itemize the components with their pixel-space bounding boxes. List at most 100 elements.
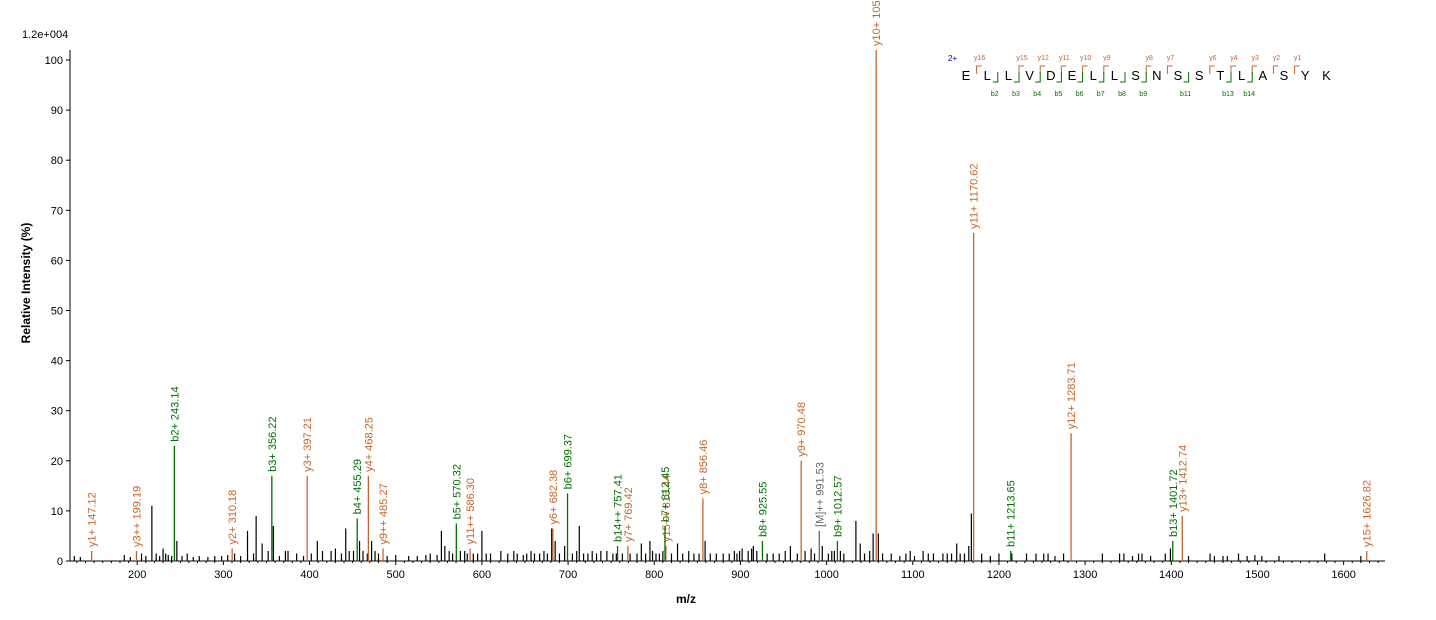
y-ion-label: y1	[1294, 55, 1302, 62]
peak-label: y9+ 970.48	[796, 402, 808, 457]
peak-label: y15+ 1626.82	[1362, 480, 1374, 547]
peak-label: y15++ 813.44	[661, 475, 673, 542]
y-tick-label: 90	[51, 105, 63, 117]
intensity-scale-label: 1.2e+004	[22, 29, 68, 41]
peak-label: y10+ 1057.53	[871, 0, 883, 46]
b-ion-label: b11	[1180, 91, 1191, 98]
y-ion-bracket	[976, 65, 982, 74]
x-tick-label: 1000	[814, 569, 838, 581]
peak-label: b8+ 925.55	[757, 482, 769, 537]
y-tick-label: 0	[57, 556, 63, 568]
peak-label: y3+ 397.21	[302, 417, 314, 472]
sequence-residue: N	[1152, 68, 1161, 83]
y-ion-bracket	[1230, 65, 1236, 74]
y-ion-label: y7	[1167, 55, 1175, 62]
peak-label: y6+ 682.38	[548, 470, 560, 525]
x-tick-label: 700	[559, 569, 577, 581]
sequence-residue: A	[1258, 68, 1267, 83]
y-ion-bracket	[1166, 65, 1173, 74]
b-ion-bracket	[1120, 72, 1126, 83]
b-ion-label: b8	[1118, 91, 1126, 98]
y-ion-label: y2	[1273, 55, 1281, 62]
x-tick-label: 1100	[901, 569, 925, 581]
y-ion-label: y4	[1230, 55, 1238, 62]
b-ion-label: b9	[1139, 91, 1147, 98]
x-tick-label: 500	[387, 569, 405, 581]
y-ion-label: y16	[974, 55, 985, 62]
sequence-residue: K	[1322, 68, 1331, 83]
peak-label: b4+ 455.29	[352, 459, 364, 514]
x-tick-label: 1600	[1331, 569, 1355, 581]
x-axis-ticks: 200 300 400 500 600 700 800 900 1000 1100 1200 1300…	[76, 561, 1379, 581]
peak-label: y1+ 147.12	[87, 492, 99, 547]
peak-label: b6+ 699.37	[563, 434, 575, 489]
sequence-residue: D	[1046, 68, 1055, 83]
peak-label: y9++ 485.27	[378, 483, 390, 544]
y-ion-bracket	[1082, 65, 1088, 74]
x-tick-label: 1300	[1073, 569, 1097, 581]
b-ion-label: b4	[1033, 91, 1041, 98]
sequence-residue: L	[1090, 68, 1097, 83]
peak-label: b9+ 1012.57	[832, 475, 844, 536]
y-tick-label: 60	[51, 255, 63, 267]
peak-label: y2+ 310.18	[227, 490, 239, 545]
sequence-residue: E	[962, 68, 971, 83]
peak-label: b14++ 757.41	[613, 474, 625, 542]
y-ion-label: y6	[1209, 55, 1217, 62]
x-tick-label: 300	[214, 569, 232, 581]
b-ion-bracket	[992, 72, 999, 83]
peak-label: b5+ 570.32	[451, 464, 463, 519]
sequence-residue: L	[1005, 68, 1012, 83]
b-ion-label: b14	[1243, 91, 1255, 98]
peak-label: b7+ 812.45	[660, 467, 672, 522]
b-ion-bracket	[1077, 72, 1084, 83]
b-ion-label: b6	[1076, 91, 1084, 98]
y-ion-bracket	[1294, 65, 1300, 74]
b-ion-bracket	[1056, 72, 1062, 83]
unannotated-peaks	[73, 505, 1362, 561]
peak-label: y7+ 769.42	[623, 487, 635, 542]
y-ion-bracket	[1272, 65, 1279, 74]
x-tick-label: 1400	[1159, 569, 1183, 581]
y-ion-label: y9	[1103, 55, 1111, 62]
sequence-residue: V	[1025, 68, 1034, 83]
x-tick-label: 600	[473, 569, 491, 581]
sequence-residue: S	[1280, 68, 1289, 83]
b-ion-label: b7	[1097, 91, 1105, 98]
x-tick-label: 1500	[1245, 569, 1269, 581]
b-ion-label: b3	[1012, 91, 1020, 98]
peak-label: b3+ 356.22	[267, 416, 279, 471]
b-ion-label: b2	[991, 91, 999, 98]
x-tick-label: 1200	[987, 569, 1011, 581]
annotated-peaks: y1+ 147.12 y3++ 199.19 b2+ 243.14 y2+ 310.1…	[87, 0, 1374, 561]
sequence-residue: L	[1238, 68, 1245, 83]
peak-label: b2+ 243.14	[169, 386, 181, 441]
peak-label: b11+ 1213.65	[1006, 480, 1018, 547]
sequence-residue: E	[1068, 68, 1077, 83]
y-tick-label: 10	[51, 506, 63, 518]
y-ion-label: y15	[1016, 55, 1027, 62]
y-ion-bracket	[1103, 65, 1109, 74]
peak-label: y8+ 856.46	[698, 440, 710, 495]
sequence-residue: S	[1174, 68, 1183, 83]
b-ion-bracket	[1014, 72, 1020, 83]
sequence-residue: S	[1195, 68, 1204, 83]
b-ion-bracket	[1226, 72, 1232, 83]
peak-label: y3++ 199.19	[132, 486, 144, 547]
y-axis-title: Relative Intensity (%)	[19, 223, 33, 344]
b-ion-bracket	[1247, 72, 1253, 83]
peak-label: y13+ 1412.74	[1177, 445, 1189, 512]
y-tick-label: 80	[51, 155, 63, 167]
y-tick-label: 40	[51, 356, 63, 368]
x-axis-title: m/z	[676, 592, 696, 606]
y-ion-bracket	[1060, 65, 1067, 74]
y-ion-label: y3	[1251, 55, 1259, 62]
y-tick-label: 30	[51, 406, 63, 418]
y-ion-bracket	[1209, 65, 1215, 74]
x-tick-label: 800	[645, 569, 663, 581]
x-tick-label: 900	[731, 569, 749, 581]
y-tick-label: 70	[51, 205, 63, 217]
sequence-residue: T	[1216, 68, 1224, 83]
b-ion-bracket	[1183, 72, 1190, 83]
peak-label: y11++ 586.30	[465, 478, 477, 544]
